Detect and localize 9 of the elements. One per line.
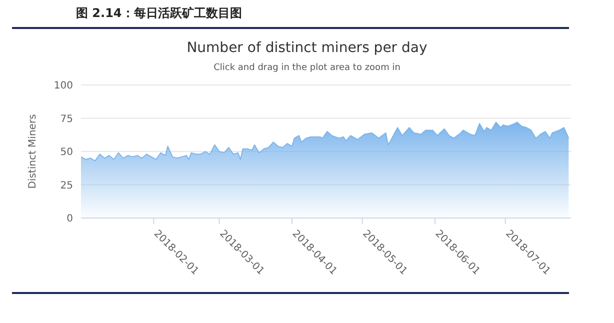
y-tick-label: 100 <box>54 80 73 92</box>
y-tick-label: 25 <box>60 180 73 192</box>
chart-subtitle: Number of distinct miners per day <box>186 40 428 56</box>
y-axis-title: Distinct Miners <box>28 114 39 189</box>
chart-title: 图 2.14：每日活跃矿工数目图 <box>76 5 242 22</box>
y-tick-label: 50 <box>60 147 73 158</box>
text: Click and drag in the plot area to zoom in <box>212 63 402 73</box>
y-tick-label: 0 <box>66 214 73 225</box>
y-tick-label: 75 <box>60 114 73 125</box>
